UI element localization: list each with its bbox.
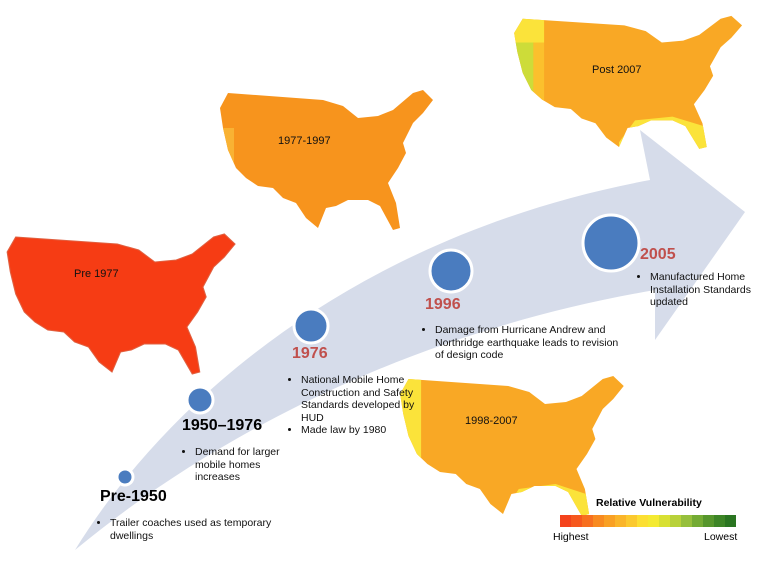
- dot: [185, 385, 215, 415]
- bullet: Made law by 1980: [301, 424, 426, 437]
- map-post-2007: [514, 15, 743, 149]
- bullet-list: Damage from Hurricane Andrew and Northri…: [425, 324, 620, 362]
- milestone-year: 1996: [425, 296, 461, 313]
- dot: [428, 248, 474, 294]
- map-pre-1977: [6, 233, 236, 375]
- legend-low: Lowest: [704, 531, 738, 543]
- legend-title: Relative Vulnerability: [596, 497, 702, 509]
- milestone-year: 2005: [640, 246, 676, 263]
- milestone-dots: [115, 213, 641, 487]
- bullet: National Mobile Home Construction and Sa…: [301, 374, 426, 424]
- dot: [581, 213, 641, 273]
- map-label: 1998-2007: [465, 415, 518, 427]
- map-label: 1977-1997: [278, 135, 331, 147]
- bullet-list: Trailer coaches used as temporary dwelli…: [100, 517, 280, 542]
- milestone-year: Pre-1950: [100, 488, 167, 505]
- legend-scale: [560, 515, 736, 527]
- bullet-list: Manufactured Home Installation Standards…: [640, 271, 755, 309]
- map-1998-2007: [400, 376, 624, 516]
- milestone-year: 1950–1976: [182, 417, 263, 434]
- milestone-year: 1976: [292, 345, 328, 362]
- bullet: Manufactured Home Installation Standards…: [650, 271, 755, 309]
- dot: [115, 467, 135, 487]
- bullet-list: Demand for larger mobile homes increases: [185, 446, 295, 484]
- dot: [292, 307, 330, 345]
- bullet: Trailer coaches used as temporary dwelli…: [110, 517, 280, 542]
- timeline-arrow: [75, 130, 745, 550]
- map-label: Post 2007: [592, 64, 642, 76]
- bullet: Demand for larger mobile homes increases: [195, 446, 295, 484]
- legend-high: Highest: [553, 531, 589, 543]
- map-label: Pre 1977: [74, 268, 119, 280]
- bullet-list: National Mobile Home Construction and Sa…: [291, 374, 426, 437]
- bullet: Damage from Hurricane Andrew and Northri…: [435, 324, 620, 362]
- map-1977-1997: [220, 90, 433, 230]
